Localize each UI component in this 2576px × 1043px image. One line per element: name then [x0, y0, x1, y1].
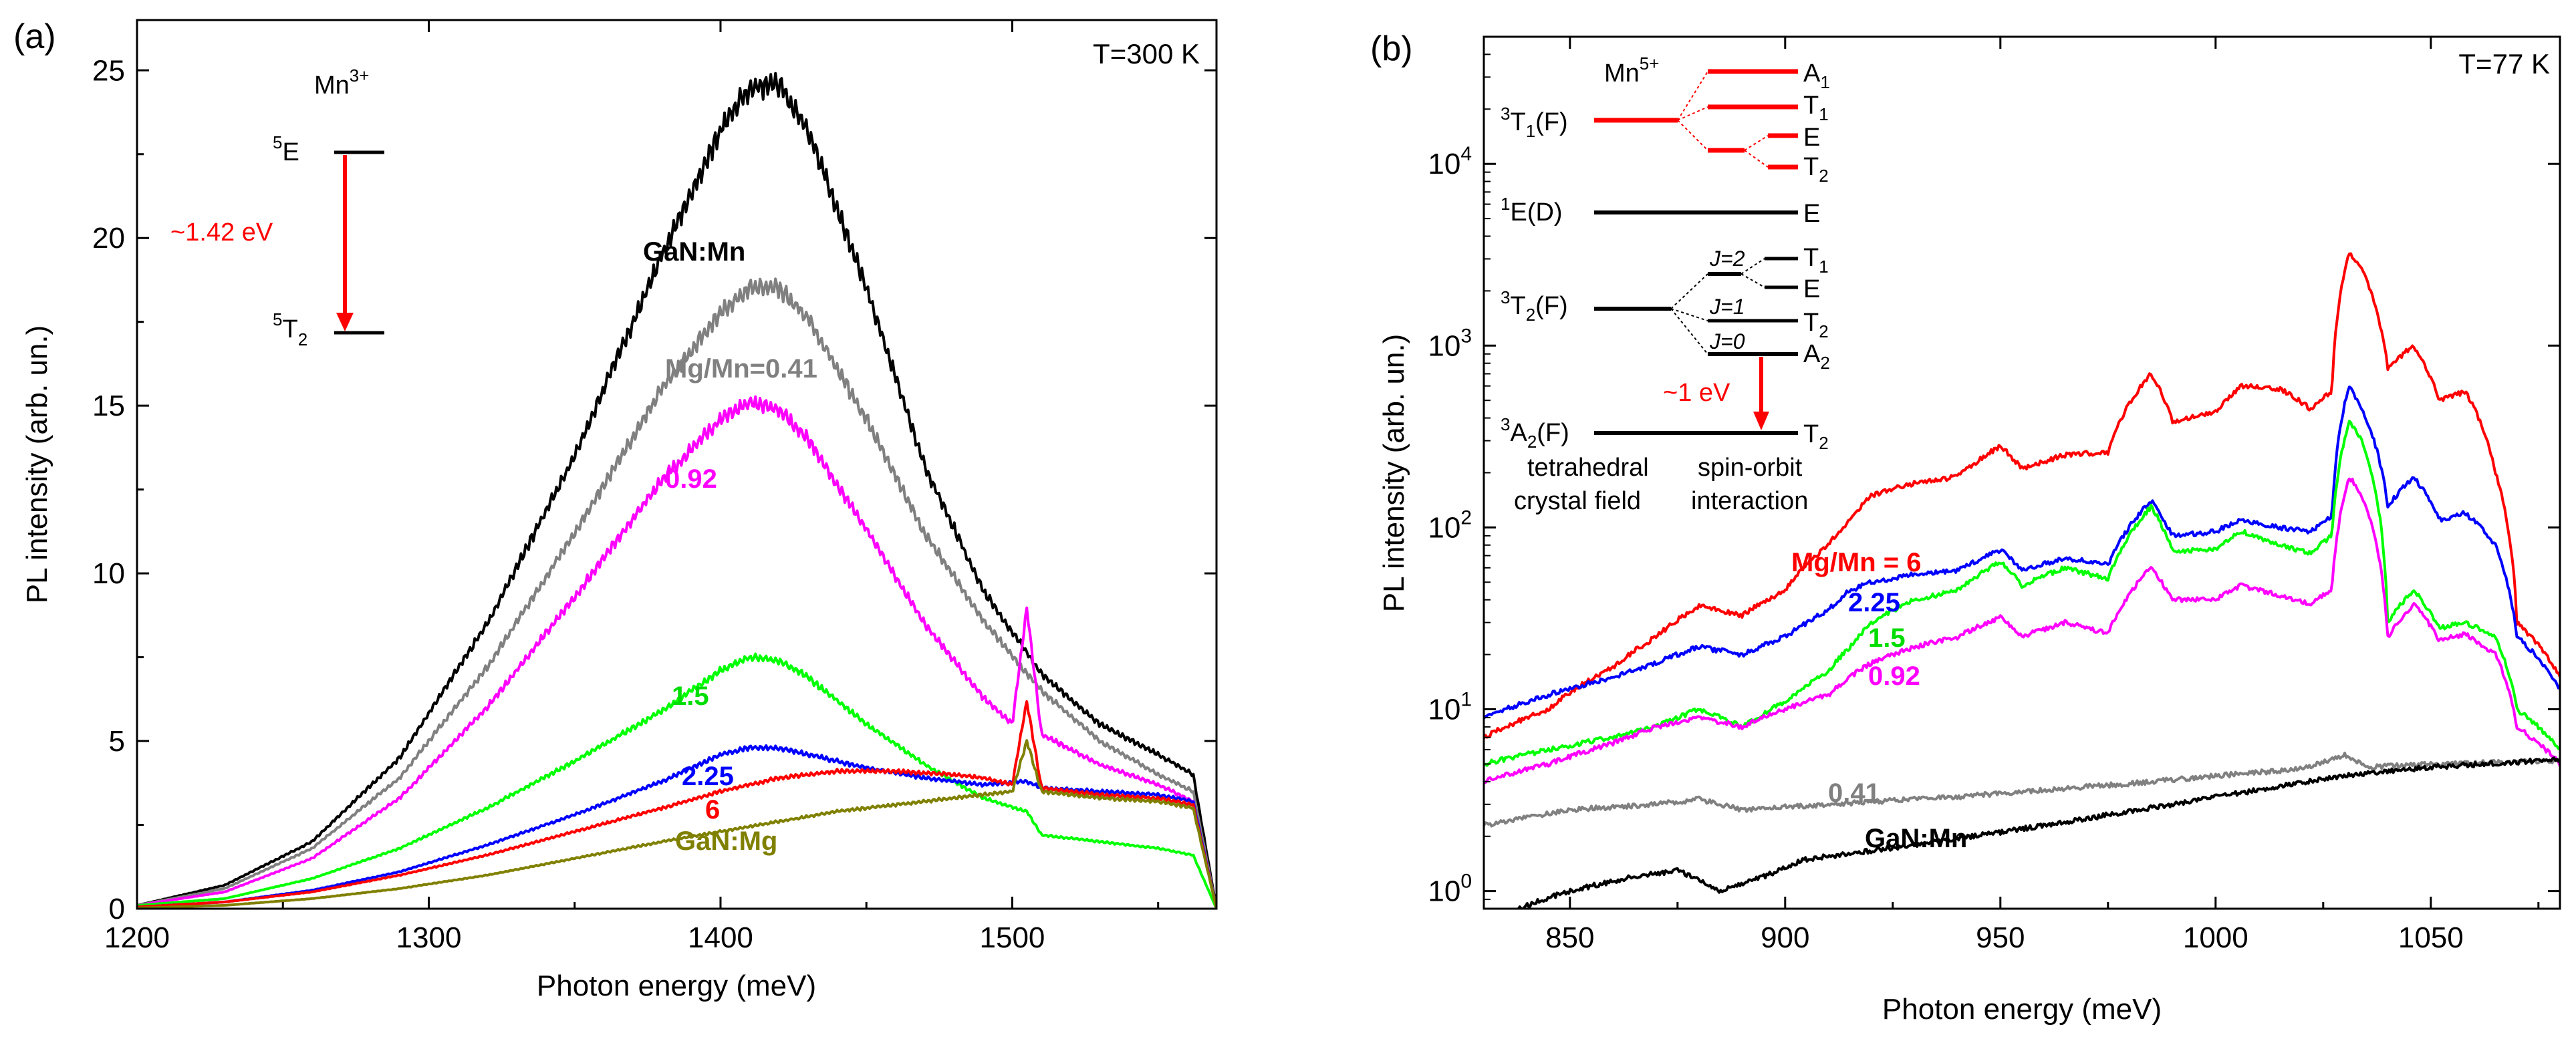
- panel-b-level-diagram: Mn5+ 3T1(F) 1E(D) 3T2(F) 3A2(F) A1 T1 E: [1501, 53, 1830, 515]
- series-label-b-092: 0.92: [1868, 661, 1920, 691]
- j0-label: J=0: [1709, 329, 1745, 353]
- panel-a-label: (a): [13, 17, 56, 56]
- mn5-ion-label: Mn5+: [1604, 53, 1659, 88]
- series-label-b-225: 2.25: [1848, 588, 1900, 617]
- j1-label: J=1: [1709, 295, 1745, 319]
- panel-b-ticks: 850 900 950 1000 1050 100 101 102 103 104: [1428, 36, 2560, 954]
- series-label-a-mg-mn-041: Mg/Mn=0.41: [665, 354, 817, 384]
- panel-b-x-axis-title: Photon energy (meV): [1882, 993, 2162, 1026]
- series-label-a-225: 2.25: [682, 762, 734, 791]
- panel-a-series-1-5-line: [137, 652, 1216, 909]
- caption-crystal-field: crystal field: [1514, 487, 1641, 515]
- panel-a-level-diagram: Mn3+ 5E 5T2 ~1.42 eV: [170, 65, 384, 349]
- panel-b-curves: [1484, 252, 2560, 909]
- series-label-b-041: 0.41: [1828, 778, 1880, 808]
- level-e-black-label: E: [1803, 275, 1820, 303]
- caption-interaction: interaction: [1691, 487, 1808, 515]
- series-label-b-15: 1.5: [1868, 623, 1906, 653]
- level-3t1-label: 3T1(F): [1501, 104, 1568, 141]
- panel-a-series-gan-mg-line: [137, 739, 1216, 909]
- transition-arrow-b-head: [1753, 412, 1769, 430]
- level-3t2-label: 3T2(F): [1501, 287, 1568, 325]
- panel-a-series-0-92-line: [137, 395, 1216, 909]
- series-label-a-gan-mn: GaN:Mn: [643, 237, 745, 267]
- caption-tetrahedral: tetrahedral: [1527, 454, 1649, 482]
- panel-b-series-0-41-line: [1484, 751, 2560, 828]
- level-3a2-label: 3A2(F): [1501, 414, 1569, 452]
- panel-a-x-tick-label-1300: 1300: [396, 921, 462, 954]
- level-ground-t2-label: T2: [1803, 420, 1829, 453]
- panel-b: (b) T=77 K 850 900 950 1000 1050 100 101 102 103…: [1370, 29, 2561, 1026]
- panel-b-series-2-25-line: [1484, 386, 2560, 720]
- panel-a-curves: [137, 71, 1216, 909]
- panel-b-y-tick-label-10: 101: [1428, 689, 1472, 726]
- level-5t2-label: 5T2: [273, 309, 307, 349]
- panel-b-x-tick-label-1050: 1050: [2398, 921, 2464, 954]
- series-label-a-092: 0.92: [665, 464, 717, 494]
- level-5e-label: 5E: [273, 132, 299, 166]
- panel-b-y-tick-label-100: 102: [1428, 506, 1472, 544]
- panel-a-temperature: T=300 K: [1093, 38, 1200, 69]
- level-1e-label: 1E(D): [1501, 194, 1563, 227]
- series-label-b-mg-mn-6: Mg/Mn = 6: [1791, 548, 1921, 577]
- panel-b-y-tick-label-10000: 104: [1428, 143, 1472, 180]
- level-t1-red-label: T1: [1803, 92, 1829, 124]
- panel-a: (a) T=300 K 1200 1300 1400 1500 0 5 10 15 20 25 P…: [13, 17, 1218, 1002]
- panel-a-y-tick-label-15: 15: [92, 390, 125, 422]
- panel-a-y-tick-label-10: 10: [92, 557, 125, 590]
- transition-energy-a: ~1.42 eV: [170, 218, 273, 247]
- level-t2-red-label: T2: [1803, 153, 1829, 186]
- caption-spin-orbit: spin-orbit: [1698, 454, 1803, 482]
- panel-b-y-tick-label-1: 100: [1428, 871, 1472, 908]
- panel-a-frame: [136, 19, 1218, 910]
- panel-a-x-tick-label-1400: 1400: [688, 921, 753, 954]
- transition-arrow-a-head: [336, 313, 354, 331]
- mn3-ion-label: Mn3+: [314, 65, 369, 100]
- panel-b-x-tick-label-1000: 1000: [2183, 921, 2248, 954]
- series-label-b-gan-mn: GaN:Mn: [1865, 824, 1967, 853]
- panel-a-y-tick-label-20: 20: [92, 222, 125, 255]
- series-label-a-gan-mg: GaN:Mg: [675, 827, 777, 856]
- series-label-a-6: 6: [705, 795, 720, 825]
- panel-a-x-tick-label-1500: 1500: [980, 921, 1045, 954]
- level-1e-right-label: E: [1803, 200, 1820, 228]
- transition-energy-b: ~1 eV: [1663, 379, 1730, 407]
- panel-a-y-tick-label-25: 25: [92, 54, 125, 87]
- panel-b-series-mg-mn-6-line: [1484, 252, 2560, 740]
- panel-b-series-1-5-line: [1484, 420, 2560, 767]
- panel-b-series-0-92-line: [1484, 477, 2560, 784]
- series-label-a-15: 1.5: [672, 682, 709, 711]
- panel-a-x-tick-label-1200: 1200: [104, 921, 170, 954]
- splitting-lines-3t2: [1670, 258, 1765, 355]
- panel-b-y-tick-label-1000: 103: [1428, 325, 1472, 362]
- level-t2-black-label: T2: [1803, 309, 1829, 341]
- panel-b-label: (b): [1370, 29, 1413, 68]
- panel-a-y-axis-title: PL intensity (arb. un.): [21, 325, 53, 604]
- level-e-red-label: E: [1803, 124, 1820, 152]
- panel-b-x-tick-label-850: 850: [1545, 921, 1594, 954]
- panel-a-y-tick-label-5: 5: [109, 725, 125, 758]
- level-t1-black-label: T1: [1803, 244, 1829, 277]
- panel-b-y-axis-title: PL intensity (arb. un.): [1378, 334, 1410, 613]
- panel-a-ticks: 1200 1300 1400 1500 0 5 10 15 20 25: [92, 20, 1216, 954]
- panel-b-x-tick-label-900: 900: [1761, 921, 1809, 954]
- panel-b-temperature: T=77 K: [2458, 48, 2550, 80]
- j2-label: J=2: [1709, 247, 1745, 271]
- panel-a-series-2-25-line: [137, 744, 1216, 909]
- panel-a-series-6-line: [137, 700, 1216, 909]
- level-a1-label: A1: [1803, 59, 1830, 92]
- panel-b-series-gan-mn-line: [1517, 756, 2560, 909]
- panel-a-x-axis-title: Photon energy (meV): [537, 970, 816, 1002]
- panel-a-y-tick-label-0: 0: [109, 893, 125, 925]
- level-a2-label: A2: [1803, 340, 1830, 373]
- panel-b-x-tick-label-950: 950: [1976, 921, 2025, 954]
- splitting-lines-3t1: [1677, 71, 1769, 168]
- panel-a-series-gan-mn-line: [137, 71, 1216, 909]
